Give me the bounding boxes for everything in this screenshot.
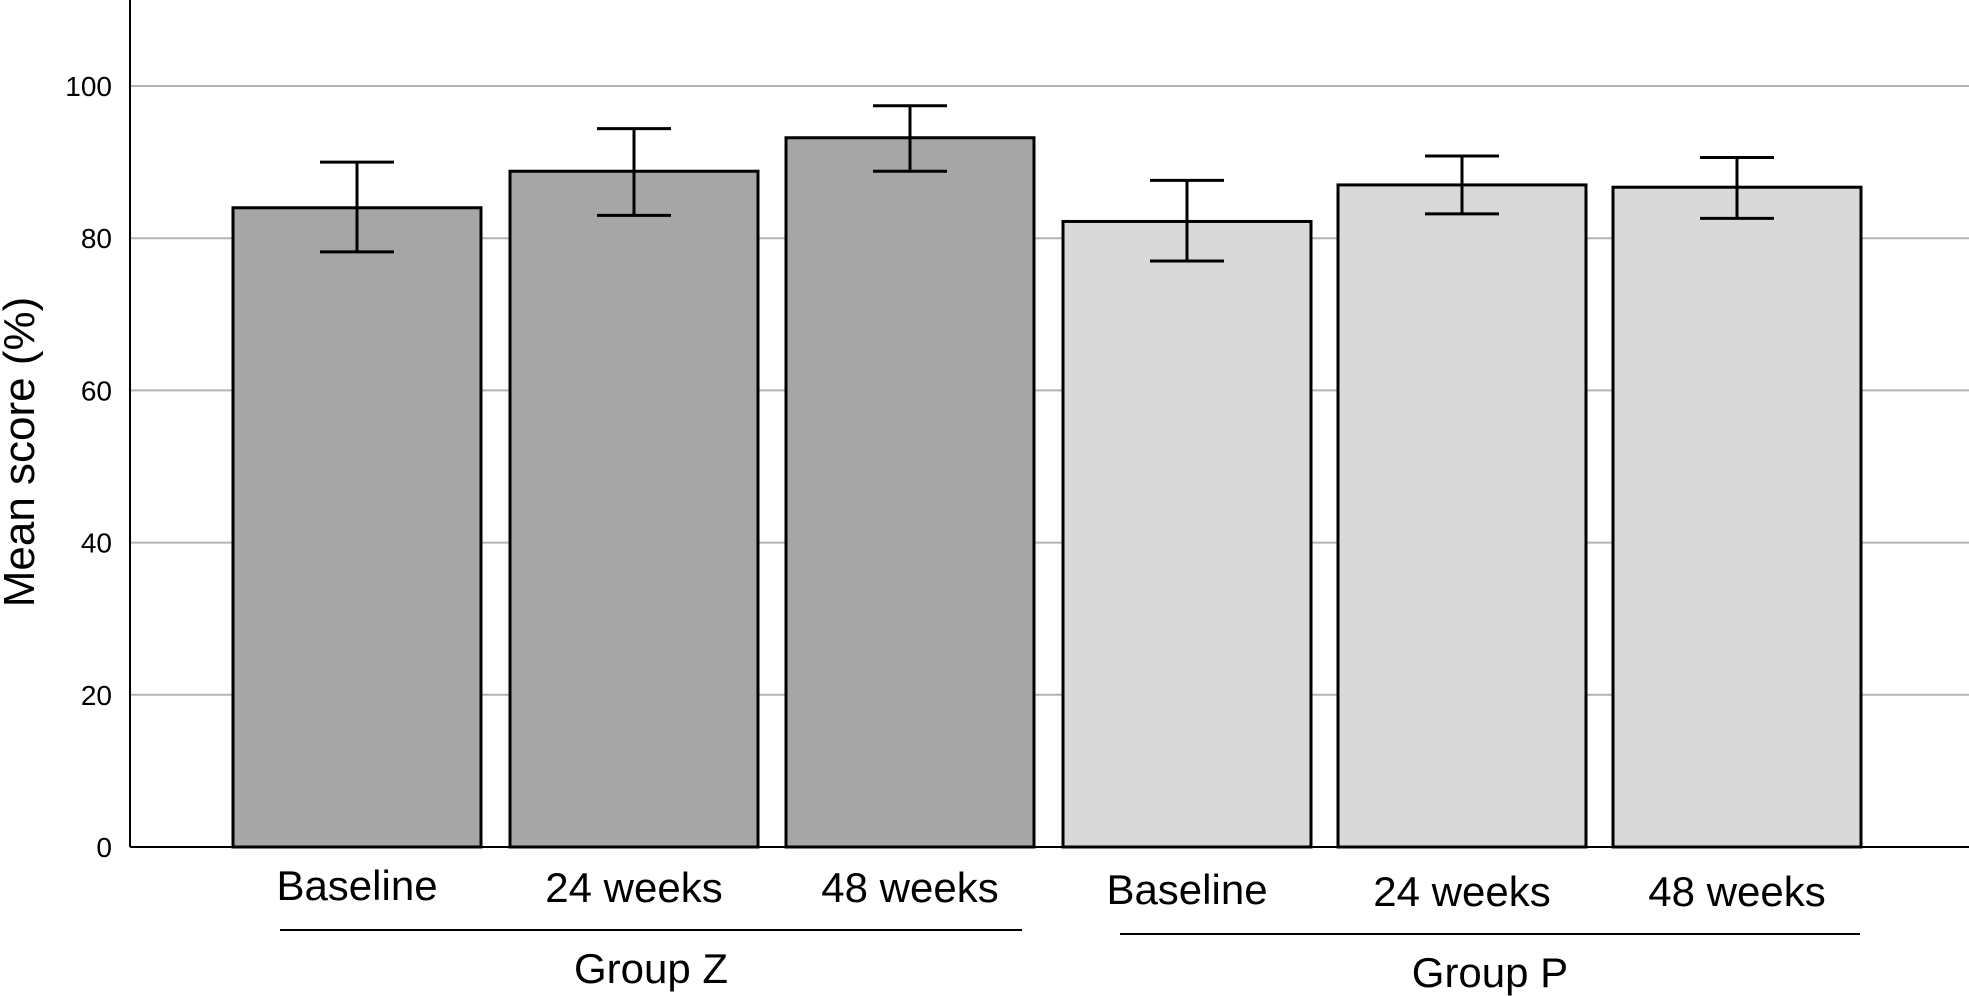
bars: [231, 136, 1863, 849]
group-labels: Group Z Group P: [280, 929, 1860, 996]
y-tick-label: 40: [81, 528, 112, 559]
y-axis-title: Mean score (%): [0, 297, 44, 608]
category-label: Baseline: [276, 862, 437, 909]
category-label: Baseline: [1106, 866, 1267, 913]
bar: [1336, 183, 1588, 849]
bar: [1061, 219, 1313, 849]
category-label: 24 weeks: [545, 864, 722, 911]
group-label: Group P: [1412, 949, 1568, 996]
y-tick-label: 100: [65, 71, 112, 102]
category-label: 48 weeks: [821, 864, 998, 911]
bar: [1611, 185, 1863, 849]
y-tick-label: 80: [81, 223, 112, 254]
y-tick-label: 20: [81, 680, 112, 711]
category-label: 24 weeks: [1373, 868, 1550, 915]
category-label: 48 weeks: [1648, 868, 1825, 915]
axes: [129, 0, 1969, 848]
y-tick-label: 60: [81, 375, 112, 406]
bar: [231, 206, 483, 849]
error-bars: [320, 104, 1774, 263]
group-label: Group Z: [574, 945, 728, 992]
y-tick-labels: 0 20 40 60 80 100: [65, 71, 112, 863]
bar: [784, 136, 1036, 849]
category-labels: Baseline 24 weeks 48 weeks Baseline 24 weeks…: [276, 862, 1825, 915]
bar: [508, 169, 760, 849]
y-tick-label: 0: [96, 832, 112, 863]
